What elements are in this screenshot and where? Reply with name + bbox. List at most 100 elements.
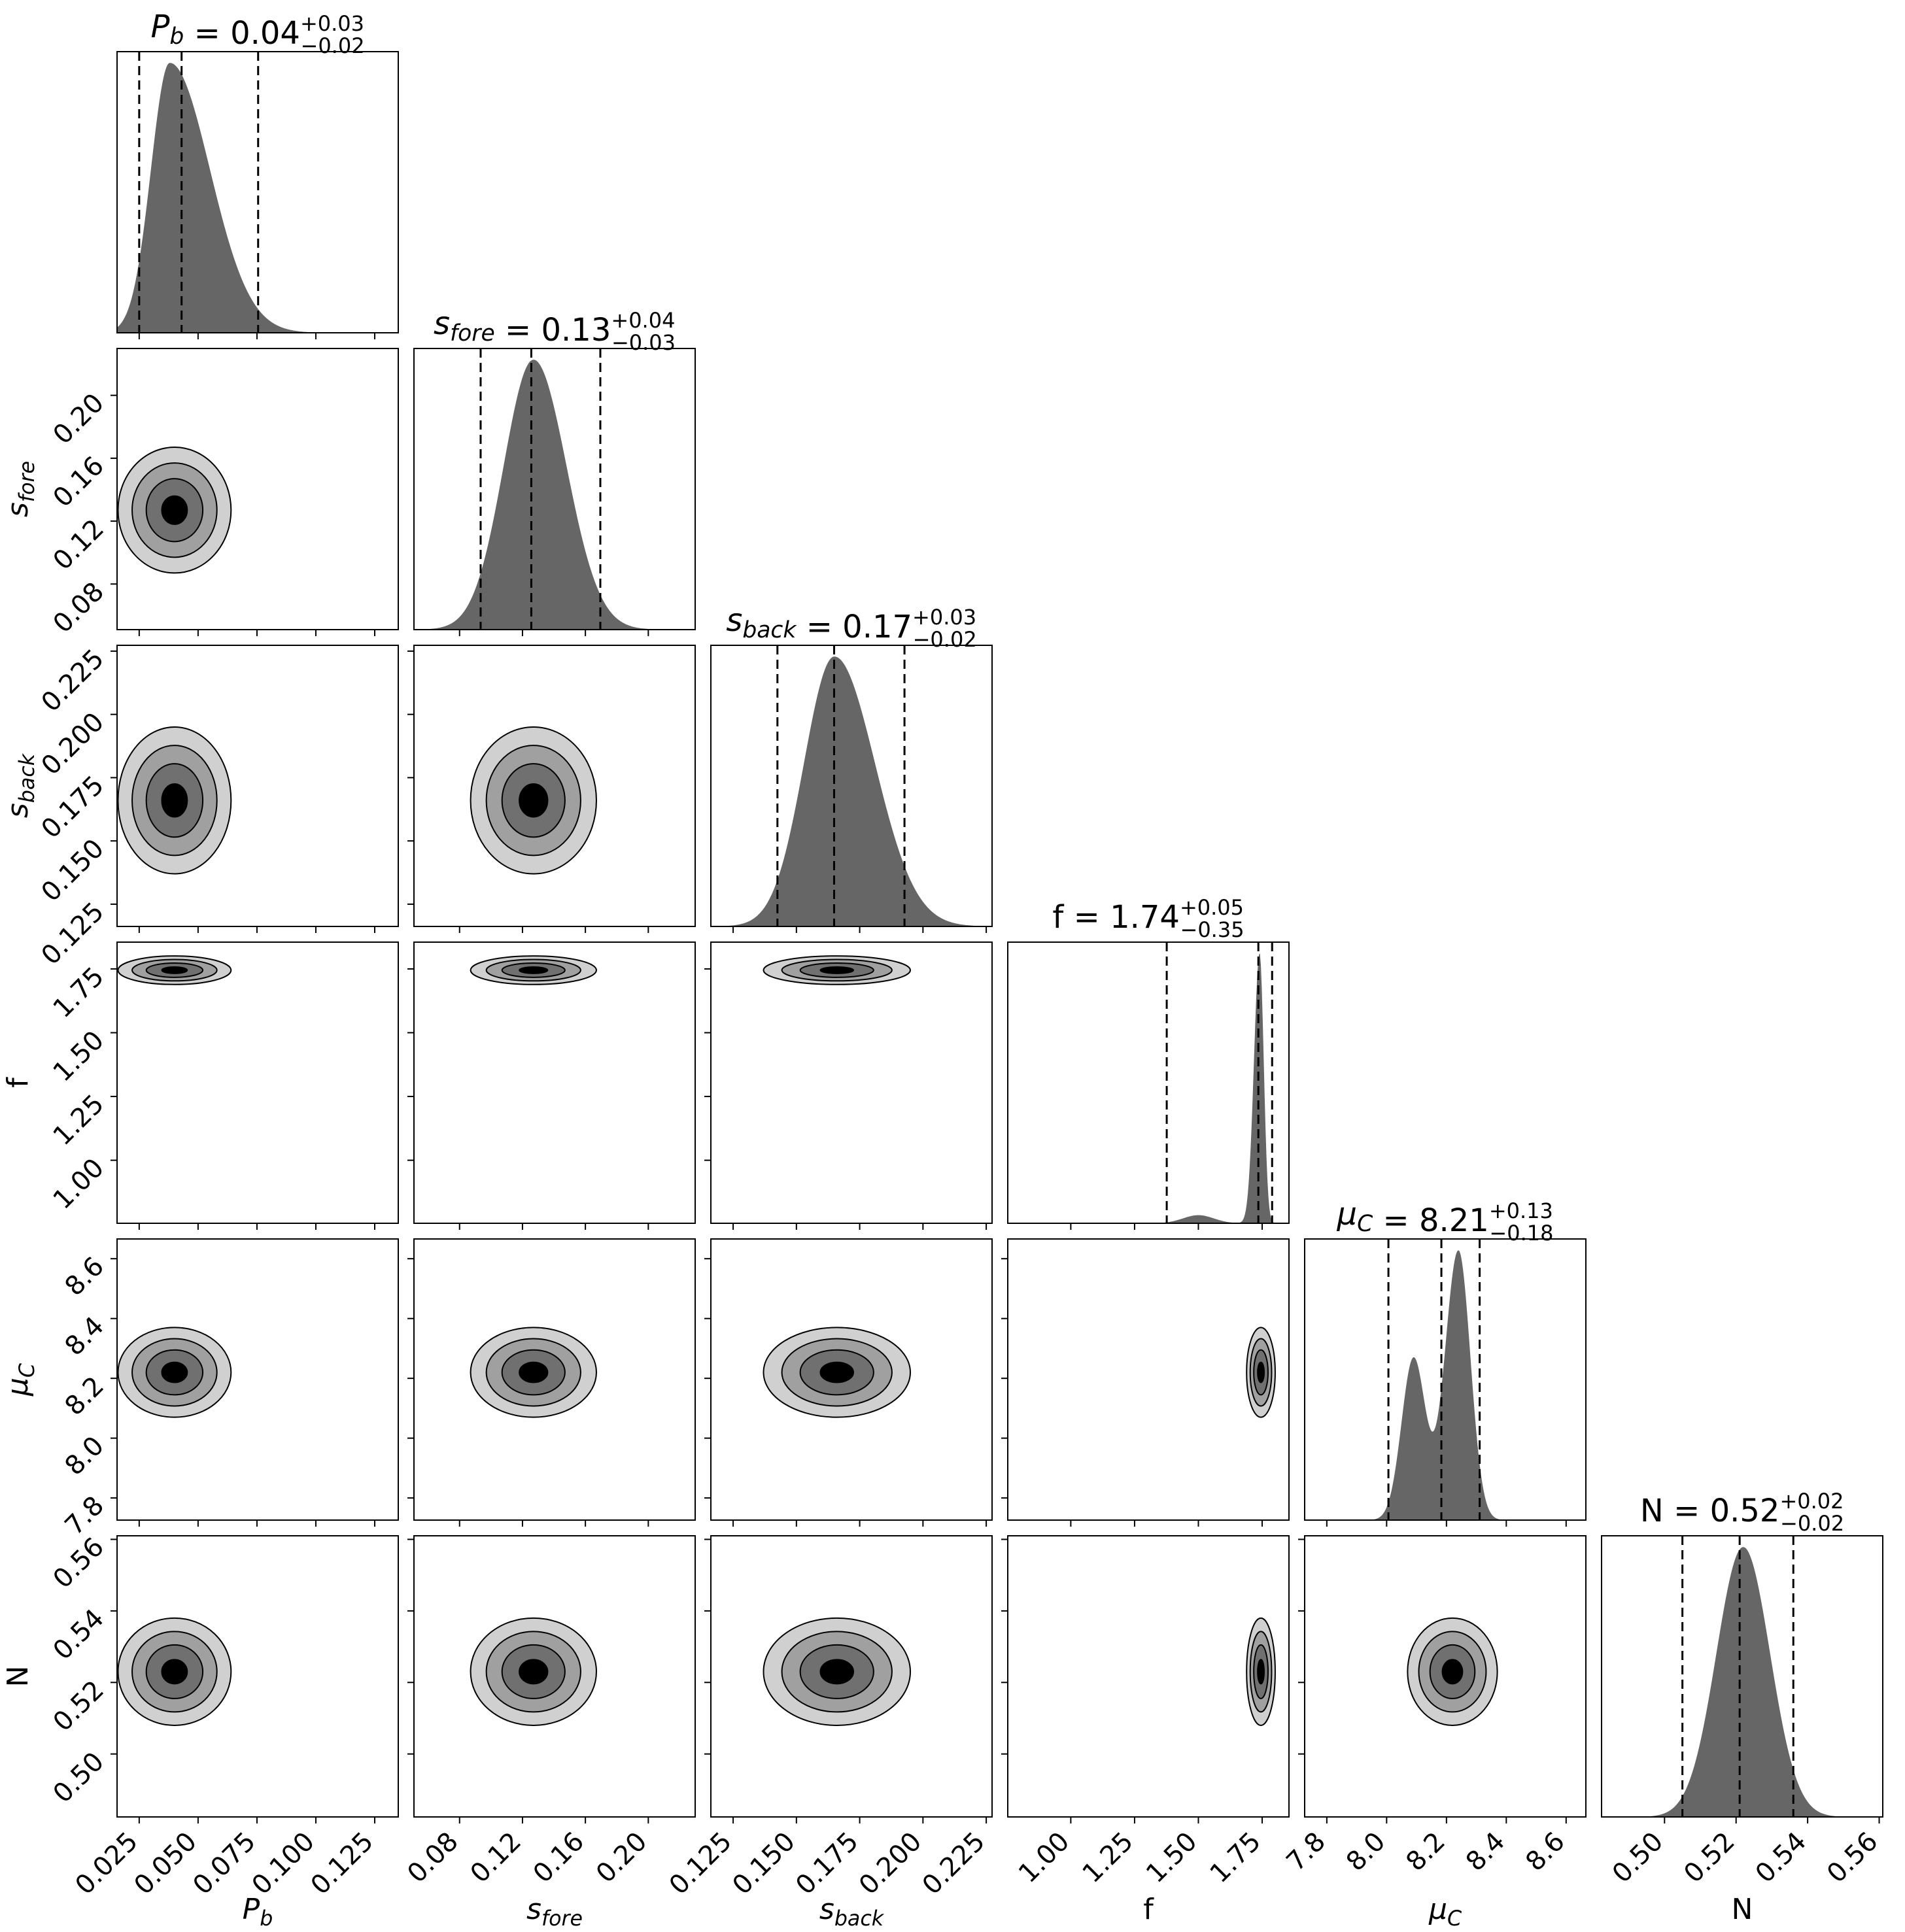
plot-area [1246, 1617, 1276, 1726]
plot-area [117, 52, 398, 333]
histogram-panel-5: N = 0.52+0.02 −0.02 0.50 0.52 0.54 0.56 [1601, 1489, 1884, 1890]
plot-area [117, 726, 232, 875]
subscript: b [169, 24, 184, 50]
title-value: = 0.17 [796, 609, 912, 645]
histogram-panel-2: sback = 0.17+0.03 −0.02 [710, 602, 993, 933]
contour-panel-4-5: 7.8 8.0 8.2 8.4 8.6 [1280, 1535, 1587, 1878]
x-tick-label: 1.25 [1076, 1827, 1139, 1890]
x-tick-label: 0.150 [727, 1827, 801, 1901]
panel-frame [1601, 1535, 1883, 1818]
histogram-fill [711, 656, 992, 926]
panel-frame [116, 348, 399, 630]
histogram-fill [1602, 1547, 1883, 1817]
panel-frame [116, 645, 399, 927]
title-minus: −0.18 [1489, 1221, 1553, 1246]
contour-level-3 [819, 1361, 854, 1383]
panel-frame [413, 1535, 696, 1818]
y-tick-label: 0.52 [48, 1675, 111, 1738]
y-tick-label: 8.0 [60, 1431, 111, 1482]
contour-panel-2-4 [704, 1238, 993, 1527]
panel-title-2: sback = 0.17+0.03 −0.02 [726, 602, 976, 652]
plot-area [763, 1617, 911, 1726]
panel-title-4: μC = 8.21+0.13 −0.18 [1337, 1196, 1554, 1246]
y-tick-label: 0.12 [48, 514, 111, 577]
x-tick-label: 0.075 [187, 1827, 262, 1901]
symbol: P [243, 1893, 260, 1926]
x-tick-label: 0.225 [917, 1827, 991, 1901]
title-plus: +0.02 [1779, 1489, 1844, 1514]
panel-frame [413, 941, 696, 1224]
x-tick-label: 0.54 [1750, 1827, 1813, 1890]
panel-frame [413, 1238, 696, 1521]
subscript: fore [450, 320, 495, 347]
histogram-fill [117, 63, 398, 333]
title-plus: +0.04 [611, 308, 675, 333]
histogram-fill [1008, 953, 1289, 1223]
x-axis-label-5: N [1732, 1893, 1753, 1926]
title-plus: +0.03 [912, 605, 976, 630]
x-tick-label: 7.8 [1280, 1827, 1331, 1878]
subscript: back [742, 617, 797, 643]
panel-title-0: Pb = 0.04+0.03 −0.02 [150, 8, 364, 58]
title-plus: +0.13 [1489, 1198, 1553, 1223]
contour-panel-1-2 [407, 645, 696, 933]
symbol: s [726, 602, 742, 639]
contour-level-3 [161, 783, 188, 818]
symbol: P [150, 8, 169, 45]
x-tick-label: 0.56 [1821, 1827, 1884, 1890]
histogram-panel-4: μC = 8.21+0.13 −0.18 [1304, 1196, 1587, 1527]
contour-panel-0-3: 1.001.251.501.75 [48, 941, 399, 1230]
x-tick-label: 0.050 [128, 1827, 203, 1901]
panel-title-3: f = 1.74+0.05 −0.35 [1052, 895, 1244, 942]
symbol: s [1, 502, 35, 517]
y-tick-label: 7.8 [60, 1491, 111, 1542]
x-tick-label: 0.20 [591, 1827, 653, 1890]
panel-frame [710, 645, 993, 927]
panel-frame [413, 645, 696, 927]
histogram-panel-0: Pb = 0.04+0.03 −0.02 [116, 8, 399, 339]
title-plus: +0.05 [1180, 895, 1244, 920]
y-axis-label-3: f [1, 1077, 35, 1088]
title-value: = 0.04 [184, 15, 300, 52]
contour-level-3 [161, 1361, 188, 1383]
plot-area [763, 1327, 911, 1418]
x-tick-label: 0.125 [305, 1827, 380, 1901]
y-axis-label-4: μC [1, 1363, 39, 1397]
panel-frame [710, 1238, 993, 1521]
x-tick-label: 0.100 [247, 1827, 321, 1901]
histogram-panel-1: sfore = 0.13+0.04 −0.03 [413, 305, 696, 636]
contour-panel-3-5: 1.00 1.25 1.50 1.75 [1001, 1535, 1290, 1890]
contour-level-3 [161, 966, 188, 974]
plot-area [414, 348, 695, 630]
panel-frame [1304, 1238, 1587, 1521]
title-minus: −0.02 [301, 33, 365, 58]
y-tick-label: 8.2 [60, 1371, 111, 1422]
histogram-fill [414, 360, 695, 630]
subscript: C [16, 1363, 39, 1378]
x-tick-label: 0.025 [69, 1827, 144, 1901]
contour-panel-1-3 [407, 941, 696, 1230]
x-tick-label: 0.125 [664, 1827, 738, 1901]
contour-level-3 [519, 966, 549, 974]
y-tick-label: 1.25 [48, 1089, 111, 1152]
x-tick-label: 8.6 [1520, 1827, 1571, 1878]
symbol: f [1, 1077, 35, 1088]
plot-area [1407, 1617, 1498, 1726]
symbol: f [1052, 899, 1064, 936]
y-tick-label: 0.200 [36, 707, 111, 781]
title-value: = 8.21 [1373, 1202, 1489, 1239]
subscript: back [834, 1907, 885, 1931]
contour-panel-0-4: 7.8 8.0 8.2 8.4 8.6 [60, 1238, 399, 1542]
x-tick-label: 1.75 [1205, 1827, 1267, 1890]
histogram-fill [1305, 1250, 1586, 1520]
x-tick-label: 8.2 [1400, 1827, 1451, 1878]
y-tick-label: 0.54 [48, 1603, 111, 1666]
x-axis-label-4: μC [1428, 1893, 1462, 1931]
plot-area [470, 1327, 597, 1418]
subscript: b [260, 1907, 273, 1931]
plot-area [1246, 1327, 1276, 1418]
x-tick-label: 0.50 [1607, 1827, 1670, 1890]
symbol: μ [1, 1378, 35, 1397]
panel-frame [1007, 1238, 1290, 1521]
panel-frame [1007, 941, 1290, 1224]
